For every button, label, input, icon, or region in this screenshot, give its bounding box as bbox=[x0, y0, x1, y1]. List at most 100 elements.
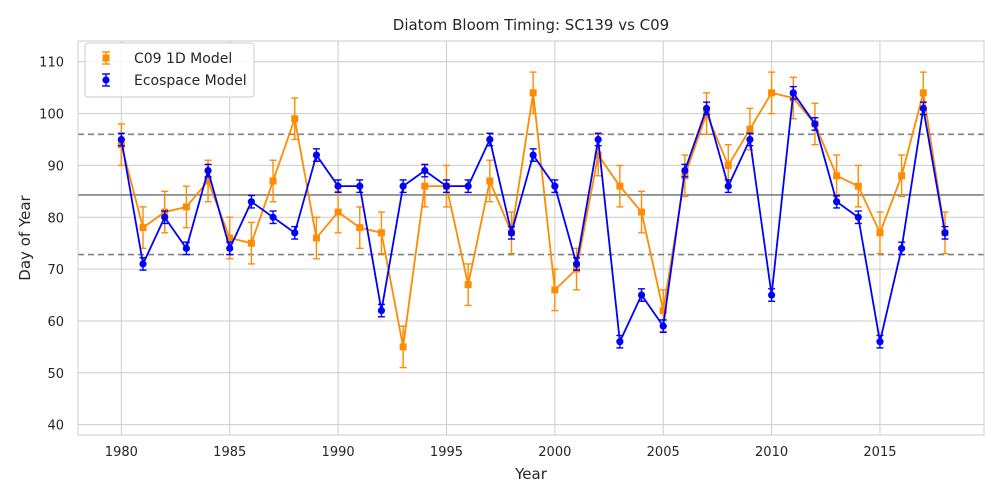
data-point bbox=[161, 213, 169, 221]
data-point bbox=[898, 172, 906, 180]
data-point bbox=[486, 177, 494, 185]
data-point bbox=[702, 104, 711, 112]
data-point bbox=[659, 322, 667, 330]
data-point bbox=[291, 229, 299, 237]
y-tick-label: 110 bbox=[39, 56, 64, 71]
x-axis-ticks: 1980 1985 1990 1995 2000 2005 2010 2015 bbox=[105, 445, 897, 460]
data-point bbox=[247, 198, 255, 206]
data-point bbox=[768, 89, 776, 97]
y-tick-label: 40 bbox=[47, 419, 64, 434]
data-point bbox=[854, 213, 862, 221]
x-tick-label: 1980 bbox=[105, 445, 138, 460]
data-point bbox=[334, 208, 342, 216]
data-point bbox=[204, 167, 212, 175]
data-point bbox=[767, 291, 776, 299]
data-point bbox=[594, 151, 602, 159]
data-point bbox=[269, 213, 277, 221]
data-point bbox=[182, 244, 190, 252]
legend-label: C09 1D Model bbox=[134, 51, 232, 67]
data-point bbox=[269, 177, 277, 185]
y-tick-label: 60 bbox=[47, 315, 64, 330]
y-tick-label: 70 bbox=[47, 263, 64, 278]
data-point bbox=[681, 167, 689, 175]
x-tick-label: 1990 bbox=[322, 445, 355, 460]
data-point bbox=[421, 182, 429, 190]
data-point bbox=[312, 234, 320, 242]
data-point bbox=[833, 172, 841, 180]
data-point bbox=[638, 208, 646, 216]
data-point bbox=[377, 306, 386, 315]
y-tick-label: 100 bbox=[39, 108, 64, 123]
data-point bbox=[247, 239, 255, 247]
data-point bbox=[377, 229, 385, 237]
y-axis-ticks: 40 50 60 70 80 90 100 110 bbox=[39, 56, 64, 434]
data-point bbox=[291, 115, 299, 123]
data-point bbox=[117, 135, 125, 144]
data-point bbox=[442, 182, 451, 190]
legend-item: Ecospace Model bbox=[102, 73, 247, 89]
series-layer bbox=[117, 71, 949, 369]
data-point bbox=[551, 286, 559, 294]
data-point bbox=[659, 307, 667, 315]
data-point bbox=[507, 229, 516, 237]
x-tick-label: 2015 bbox=[863, 445, 896, 460]
legend-marker bbox=[102, 76, 110, 84]
data-point bbox=[226, 244, 234, 252]
data-point bbox=[746, 135, 754, 144]
x-tick-label: 2010 bbox=[755, 445, 788, 460]
data-point bbox=[746, 125, 754, 133]
data-point bbox=[854, 182, 862, 190]
y-tick-label: 80 bbox=[47, 211, 64, 226]
x-tick-label: 1995 bbox=[430, 445, 463, 460]
x-tick-label: 1985 bbox=[213, 445, 246, 460]
data-point bbox=[139, 260, 147, 268]
x-tick-label: 2005 bbox=[647, 445, 680, 460]
legend-item: C09 1D Model bbox=[102, 51, 232, 67]
data-point bbox=[811, 120, 819, 128]
chart-title: Diatom Bloom Timing: SC139 vs C09 bbox=[393, 16, 669, 34]
data-point bbox=[529, 89, 537, 97]
data-point bbox=[616, 182, 624, 190]
data-point bbox=[486, 135, 494, 144]
data-point bbox=[464, 281, 472, 289]
data-point bbox=[876, 338, 884, 346]
x-axis-label: Year bbox=[514, 465, 548, 483]
data-point bbox=[572, 260, 581, 268]
data-point bbox=[551, 182, 559, 190]
data-point bbox=[637, 291, 646, 299]
legend-box bbox=[84, 42, 255, 98]
data-point bbox=[139, 224, 147, 232]
data-point bbox=[529, 151, 537, 159]
data-point bbox=[399, 182, 407, 190]
data-point bbox=[464, 182, 472, 190]
series-ecospace-model bbox=[117, 85, 949, 349]
data-point bbox=[204, 177, 212, 185]
data-point bbox=[356, 224, 364, 232]
y-axis-label: Day of Year bbox=[16, 194, 34, 280]
data-point bbox=[724, 182, 732, 190]
data-point bbox=[421, 167, 429, 175]
data-point bbox=[312, 151, 321, 159]
data-point bbox=[898, 244, 906, 252]
legend: C09 1D Model Ecospace Model bbox=[84, 42, 255, 98]
data-point bbox=[399, 343, 407, 351]
legend-label: Ecospace Model bbox=[134, 73, 247, 89]
data-point bbox=[919, 104, 927, 112]
data-point bbox=[356, 182, 364, 190]
x-tick-label: 2000 bbox=[538, 445, 571, 460]
data-point bbox=[919, 89, 927, 97]
data-point bbox=[833, 198, 841, 206]
data-point bbox=[724, 161, 732, 169]
data-point bbox=[182, 203, 190, 211]
data-point bbox=[941, 229, 949, 237]
legend-marker bbox=[102, 54, 110, 62]
plot-frame bbox=[77, 40, 985, 436]
data-point bbox=[226, 234, 234, 242]
y-tick-label: 50 bbox=[47, 367, 64, 382]
data-point bbox=[789, 89, 797, 97]
data-point bbox=[616, 338, 624, 346]
y-tick-label: 90 bbox=[47, 159, 64, 174]
data-point bbox=[334, 182, 342, 190]
